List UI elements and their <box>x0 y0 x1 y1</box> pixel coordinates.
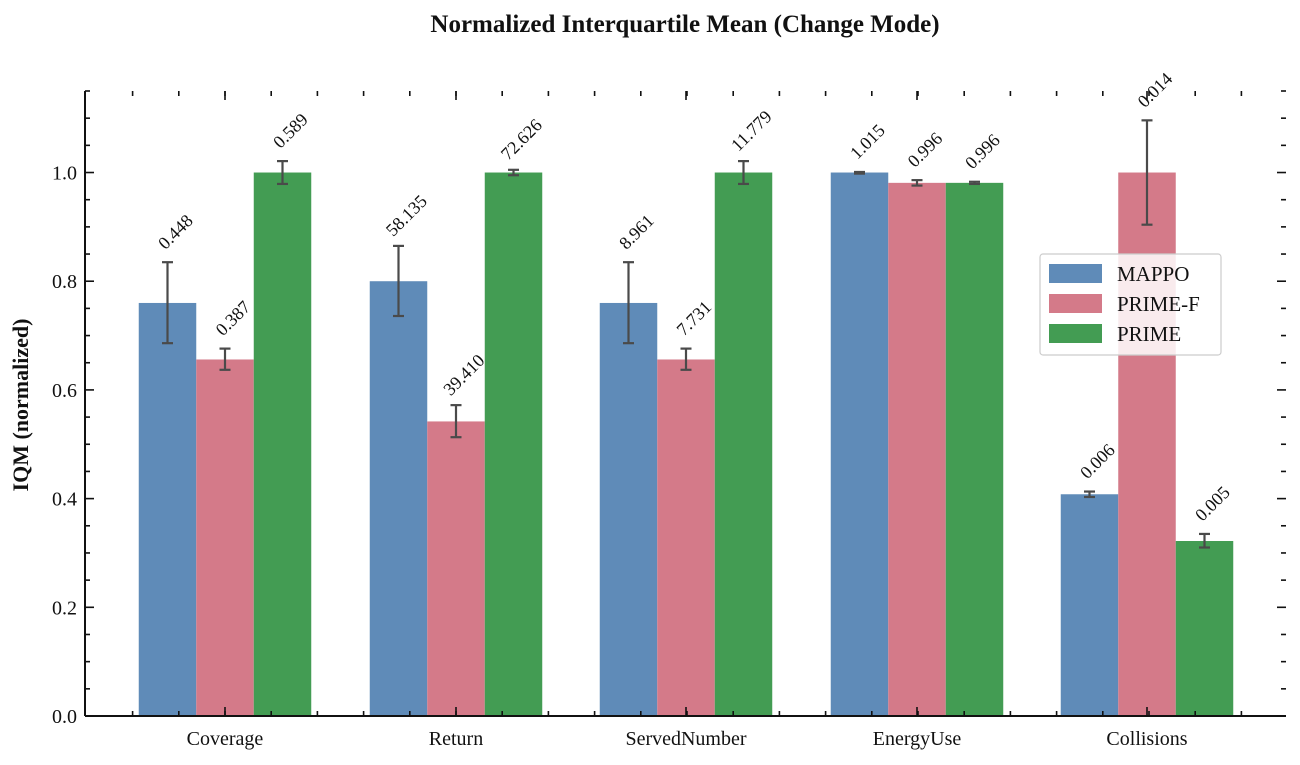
y-tick-label: 0.6 <box>52 380 77 402</box>
x-tick-label-coverage: Coverage <box>187 728 264 750</box>
y-tick-label: 1.0 <box>52 163 77 185</box>
value-label-mappo-energyuse: 1.015 <box>846 120 889 163</box>
bars-layer <box>138 172 1234 717</box>
bar-prime-servednumber <box>714 172 773 717</box>
y-axis-label: IQM (normalized) <box>8 319 33 492</box>
y-tick-label: 0.8 <box>52 271 77 293</box>
error-bar-mappo-return <box>393 244 404 318</box>
bar-mappo-servednumber <box>599 302 658 716</box>
value-label-mappo-collisions: 0.006 <box>1076 440 1119 483</box>
x-tick-label-energyuse: EnergyUse <box>873 728 962 750</box>
y-tick-label: 0.0 <box>52 706 77 728</box>
error-bar-mappo-servednumber <box>623 261 634 345</box>
value-label-prime-energyuse: 0.996 <box>961 130 1004 173</box>
x-tick-label-return: Return <box>429 728 483 750</box>
error-bar-prime-energyuse <box>969 180 980 186</box>
legend: MAPPO PRIME-F PRIME <box>1039 253 1222 356</box>
value-label-prime-coverage: 0.589 <box>269 109 312 152</box>
error-bar-prime-coverage <box>277 160 288 186</box>
value-label-mappo-coverage: 0.448 <box>154 210 197 253</box>
error-bar-mappo-energyuse <box>854 170 865 175</box>
bar-prime-f-energyuse <box>888 182 946 716</box>
legend-swatch-prime <box>1049 324 1102 343</box>
bar-prime-f-coverage <box>196 359 254 716</box>
bar-prime-f-return <box>427 421 485 716</box>
bar-mappo-coverage <box>138 302 197 716</box>
error-bar-prime-servednumber <box>738 160 749 186</box>
y-tick-label: 0.2 <box>52 597 77 619</box>
value-label-prime-return: 72.626 <box>497 115 546 164</box>
legend-swatch-mappo <box>1049 264 1102 283</box>
axes-layer: 0.0 0.2 0.4 0.6 0.8 1.0 Coverage Return ServedNu… <box>52 90 1286 750</box>
bar-prime-f-servednumber <box>657 359 715 716</box>
value-label-prime-f-servednumber: 7.731 <box>673 297 716 340</box>
legend-label-prime-f: PRIME-F <box>1117 292 1200 316</box>
chart-title: Normalized Interquartile Mean (Change Mo… <box>430 11 939 38</box>
x-tick-label-collisions: Collisions <box>1106 728 1187 750</box>
error-bar-prime-f-energyuse <box>911 179 923 187</box>
value-label-prime-servednumber: 11.779 <box>727 106 776 155</box>
bar-prime-return <box>484 172 543 717</box>
value-label-prime-f-energyuse: 0.996 <box>904 128 947 171</box>
value-label-prime-f-return: 39.410 <box>439 350 488 399</box>
legend-label-prime: PRIME <box>1117 322 1181 346</box>
error-bars-layer <box>162 119 1210 549</box>
bar-mappo-energyuse <box>830 172 889 717</box>
error-bar-prime-f-collisions <box>1141 119 1153 226</box>
x-tick-label-servednumber: ServedNumber <box>625 728 746 750</box>
error-bar-prime-collisions <box>1199 532 1210 549</box>
bar-prime-energyuse <box>945 182 1004 716</box>
y-tick-label: 0.4 <box>52 489 77 511</box>
legend-swatch-prime-f <box>1049 294 1102 313</box>
value-label-prime-f-coverage: 0.387 <box>212 297 255 340</box>
error-bar-mappo-coverage <box>162 261 173 345</box>
legend-label-mappo: MAPPO <box>1117 262 1189 286</box>
value-label-prime-collisions: 0.005 <box>1191 482 1234 525</box>
value-label-mappo-return: 58.135 <box>382 191 431 240</box>
bar-mappo-return <box>369 281 428 716</box>
value-label-prime-f-collisions: 0.014 <box>1134 69 1177 112</box>
error-bar-prime-f-servednumber <box>680 347 692 371</box>
value-label-mappo-servednumber: 8.961 <box>615 210 658 253</box>
error-bar-prime-f-return <box>450 404 462 439</box>
bar-prime-coverage <box>253 172 312 717</box>
error-bar-prime-f-coverage <box>219 347 231 371</box>
bar-prime-collisions <box>1175 541 1234 716</box>
bar-mappo-collisions <box>1060 494 1119 716</box>
error-bar-prime-return <box>508 168 519 177</box>
error-bar-mappo-collisions <box>1084 490 1095 499</box>
